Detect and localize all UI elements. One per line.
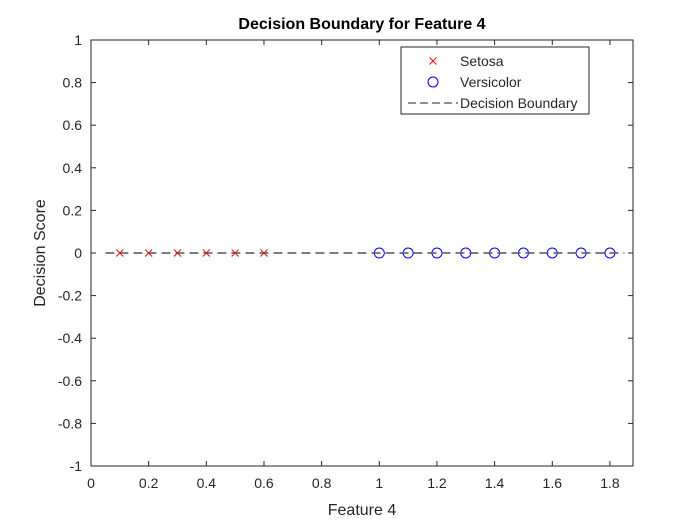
tick-labels: 0 0.2 0.4 0.6 0.8 1 1.2 1.4 1.6 1.8 1 0.8 0.6 0.4 0.2 0… bbox=[58, 32, 620, 491]
legend-label-setosa: Setosa bbox=[460, 53, 504, 69]
y-tick-label: 0.4 bbox=[63, 160, 83, 176]
y-tick-label: 0.6 bbox=[63, 117, 83, 133]
legend-item-decision-boundary: Decision Boundary bbox=[408, 95, 578, 111]
x-tick-label: 0.8 bbox=[312, 475, 332, 491]
chart-title: Decision Boundary for Feature 4 bbox=[238, 16, 485, 33]
legend-item-versicolor: Versicolor bbox=[427, 74, 522, 90]
x-tick-label: 0.4 bbox=[197, 475, 217, 491]
legend-x-mark bbox=[429, 57, 437, 65]
legend-circle-mark bbox=[427, 76, 439, 88]
legend-label-decision-boundary: Decision Boundary bbox=[460, 95, 578, 111]
legend-item-setosa: Setosa bbox=[429, 53, 504, 69]
x-axis-label: Feature 4 bbox=[328, 502, 397, 519]
x-tick-label: 0 bbox=[87, 475, 95, 491]
legend-marker-x-icon bbox=[429, 57, 437, 65]
x-tick-label: 1.2 bbox=[427, 475, 447, 491]
data-marks bbox=[105, 247, 625, 259]
x-tick-label: 1.6 bbox=[543, 475, 563, 491]
y-axis-label: Decision Score bbox=[32, 199, 49, 307]
y-tick-label: 0 bbox=[74, 245, 82, 261]
legend-label-versicolor: Versicolor bbox=[460, 74, 522, 90]
x-tick-label: 0.2 bbox=[139, 475, 159, 491]
y-tick-label: -0.6 bbox=[58, 373, 82, 389]
x-tick-label: 1.4 bbox=[485, 475, 505, 491]
y-tick-label: 0.8 bbox=[63, 75, 83, 91]
y-tick-label: -0.8 bbox=[58, 415, 82, 431]
x-tick-label: 0.6 bbox=[254, 475, 274, 491]
y-tick-label: 1 bbox=[74, 32, 82, 48]
legend: Setosa Versicolor Decision Boundary bbox=[400, 46, 590, 115]
x-tick-label: 1.8 bbox=[600, 475, 620, 491]
x-tick-label: 1 bbox=[375, 475, 383, 491]
axis-ticks bbox=[90, 39, 633, 467]
y-tick-label: -0.2 bbox=[58, 288, 82, 304]
legend-marker-circle-icon bbox=[427, 76, 439, 88]
y-tick-label: -1 bbox=[70, 458, 83, 474]
y-tick-label: -0.4 bbox=[58, 330, 82, 346]
y-tick-label: 0.2 bbox=[63, 202, 83, 218]
